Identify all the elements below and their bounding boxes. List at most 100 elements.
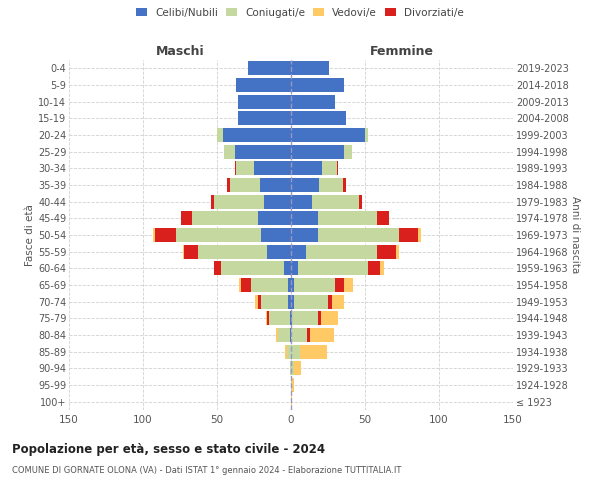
Bar (265, 194, 291, 209)
Bar (294, 361, 301, 376)
Bar (337, 162, 338, 175)
Bar (368, 261, 380, 276)
Bar (335, 278, 344, 292)
Bar (291, 294, 294, 308)
Bar (276, 328, 278, 342)
Bar (291, 344, 300, 359)
Bar (287, 344, 291, 359)
Bar (396, 244, 399, 259)
Bar (259, 294, 262, 308)
Bar (291, 361, 294, 376)
Bar (198, 244, 268, 259)
Bar (306, 244, 377, 259)
Bar (291, 228, 317, 242)
Bar (227, 178, 230, 192)
Bar (317, 311, 320, 326)
Bar (278, 328, 290, 342)
Bar (291, 78, 344, 92)
Y-axis label: Fasce di età: Fasce di età (25, 204, 35, 266)
Bar (223, 128, 291, 142)
Bar (344, 278, 353, 292)
Bar (359, 194, 362, 209)
Bar (192, 211, 259, 226)
Bar (266, 311, 268, 326)
Bar (328, 294, 332, 308)
Bar (312, 194, 359, 209)
Bar (319, 178, 343, 192)
Bar (291, 394, 292, 409)
Bar (291, 194, 312, 209)
Bar (291, 378, 292, 392)
Bar (300, 344, 326, 359)
Bar (238, 112, 291, 126)
Bar (291, 278, 294, 292)
Bar (285, 344, 287, 359)
Legend: Celibi/Nubili, Coniugati/e, Vedovi/e, Divorziati/e: Celibi/Nubili, Coniugati/e, Vedovi/e, Di… (136, 8, 464, 18)
Bar (290, 311, 291, 326)
Bar (181, 211, 192, 226)
Bar (256, 294, 259, 308)
Bar (241, 278, 251, 292)
Bar (291, 128, 365, 142)
Bar (290, 361, 291, 376)
Bar (291, 328, 307, 342)
Bar (183, 244, 184, 259)
Bar (377, 211, 389, 226)
Bar (292, 378, 294, 392)
Bar (291, 244, 306, 259)
Bar (221, 261, 284, 276)
Text: Popolazione per età, sesso e stato civile - 2024: Popolazione per età, sesso e stato civil… (12, 442, 325, 456)
Bar (344, 144, 352, 159)
Bar (332, 294, 344, 308)
Bar (259, 211, 291, 226)
Bar (310, 328, 334, 342)
Text: Femmine: Femmine (370, 44, 434, 58)
Text: Maschi: Maschi (155, 44, 205, 58)
Bar (317, 211, 377, 226)
Bar (268, 244, 291, 259)
Bar (307, 328, 310, 342)
Bar (236, 162, 254, 175)
Bar (176, 228, 262, 242)
Bar (418, 228, 421, 242)
Text: COMUNE DI GORNATE OLONA (VA) - Dati ISTAT 1° gennaio 2024 - Elaborazione TUTTITA: COMUNE DI GORNATE OLONA (VA) - Dati ISTA… (12, 466, 401, 475)
Bar (290, 328, 291, 342)
Bar (291, 144, 344, 159)
Bar (288, 294, 291, 308)
Bar (214, 194, 265, 209)
Bar (235, 144, 291, 159)
Bar (322, 162, 337, 175)
Bar (320, 311, 338, 326)
Bar (251, 278, 288, 292)
Y-axis label: Anni di nascita: Anni di nascita (570, 196, 580, 274)
Bar (365, 128, 368, 142)
Bar (235, 162, 236, 175)
Bar (238, 94, 291, 109)
Bar (260, 178, 291, 192)
Bar (239, 278, 241, 292)
Bar (291, 311, 292, 326)
Bar (288, 278, 291, 292)
Bar (291, 261, 298, 276)
Bar (284, 261, 291, 276)
Bar (291, 162, 322, 175)
Bar (269, 311, 290, 326)
Bar (291, 94, 335, 109)
Bar (262, 294, 288, 308)
Bar (184, 244, 198, 259)
Bar (254, 162, 291, 175)
Bar (268, 311, 269, 326)
Bar (224, 144, 235, 159)
Bar (399, 228, 418, 242)
Bar (291, 211, 317, 226)
Bar (294, 294, 328, 308)
Bar (292, 311, 317, 326)
Bar (155, 228, 176, 242)
Bar (217, 128, 223, 142)
Bar (294, 278, 335, 292)
Bar (248, 62, 291, 76)
Bar (380, 261, 384, 276)
Bar (291, 178, 319, 192)
Bar (214, 261, 221, 276)
Bar (236, 78, 291, 92)
